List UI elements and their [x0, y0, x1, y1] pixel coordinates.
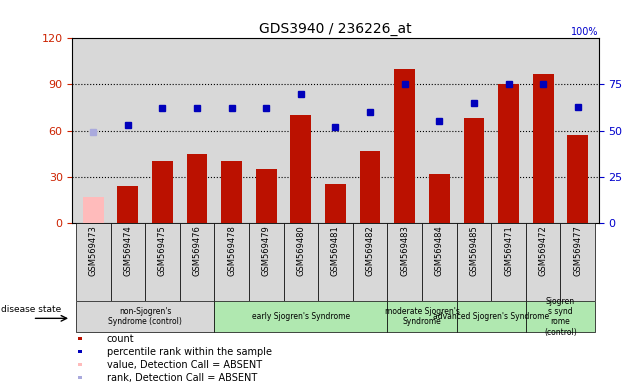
Text: GSM569471: GSM569471 [504, 225, 513, 276]
Bar [387, 301, 457, 332]
Bar [394, 69, 415, 223]
Text: GSM569484: GSM569484 [435, 225, 444, 276]
Bar [152, 161, 173, 223]
Bar [533, 74, 554, 223]
Text: moderate Sjogren's
Syndrome: moderate Sjogren's Syndrome [384, 307, 459, 326]
Bar [457, 301, 526, 332]
Text: early Sjogren's Syndrome: early Sjogren's Syndrome [252, 312, 350, 321]
Text: GSM569479: GSM569479 [261, 225, 271, 276]
Text: GSM569485: GSM569485 [469, 225, 478, 276]
Text: GSM569480: GSM569480 [296, 225, 306, 276]
Bar [83, 197, 103, 223]
Bar [77, 363, 82, 366]
Bar [180, 223, 214, 301]
Text: GSM569472: GSM569472 [539, 225, 547, 276]
Bar [318, 223, 353, 301]
Text: advanced Sjogren's Syndrome: advanced Sjogren's Syndrome [433, 312, 549, 321]
Bar [360, 151, 381, 223]
Title: GDS3940 / 236226_at: GDS3940 / 236226_at [259, 22, 412, 36]
Text: GSM569482: GSM569482 [365, 225, 375, 276]
Text: Sjogren
s synd
rome
(control): Sjogren s synd rome (control) [544, 297, 577, 337]
Bar [429, 174, 450, 223]
Bar [117, 186, 138, 223]
Bar [290, 115, 311, 223]
Bar [325, 184, 346, 223]
Bar [77, 350, 82, 353]
Bar [76, 223, 110, 301]
Bar [145, 223, 180, 301]
Bar [256, 169, 277, 223]
Text: 100%: 100% [571, 26, 598, 36]
Bar [526, 223, 561, 301]
Bar [214, 223, 249, 301]
Text: count: count [106, 334, 134, 344]
Bar [498, 84, 519, 223]
Bar [387, 223, 422, 301]
Bar [284, 223, 318, 301]
Text: GSM569474: GSM569474 [123, 225, 132, 276]
Text: non-Sjogren's
Syndrome (control): non-Sjogren's Syndrome (control) [108, 307, 182, 326]
Text: GSM569483: GSM569483 [400, 225, 410, 276]
Text: percentile rank within the sample: percentile rank within the sample [106, 347, 272, 357]
Bar [76, 301, 214, 332]
Bar [77, 337, 82, 340]
Bar [77, 376, 82, 379]
Text: GSM569476: GSM569476 [193, 225, 202, 276]
Bar [110, 223, 145, 301]
Bar [561, 223, 595, 301]
Text: rank, Detection Call = ABSENT: rank, Detection Call = ABSENT [106, 372, 257, 382]
Bar [422, 223, 457, 301]
Text: GSM569478: GSM569478 [227, 225, 236, 276]
Bar [526, 301, 595, 332]
Bar [457, 223, 491, 301]
Bar [249, 223, 284, 301]
Text: value, Detection Call = ABSENT: value, Detection Call = ABSENT [106, 359, 262, 369]
Text: GSM569477: GSM569477 [573, 225, 582, 276]
Bar [186, 154, 207, 223]
Bar [491, 223, 526, 301]
Text: GSM569473: GSM569473 [89, 225, 98, 276]
Bar [464, 118, 484, 223]
Bar [214, 301, 387, 332]
Bar [221, 161, 242, 223]
Text: GSM569475: GSM569475 [158, 225, 167, 276]
Text: disease state: disease state [1, 305, 62, 314]
Bar [353, 223, 387, 301]
Text: GSM569481: GSM569481 [331, 225, 340, 276]
Bar [568, 135, 588, 223]
